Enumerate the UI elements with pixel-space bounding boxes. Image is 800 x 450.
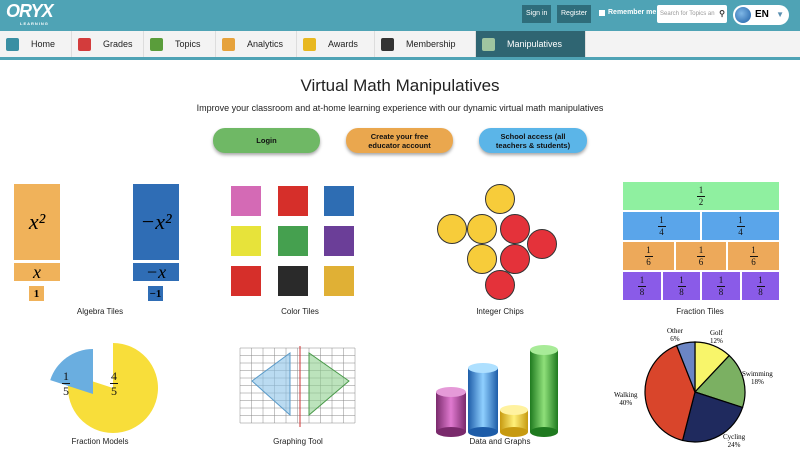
remember-checkbox[interactable] [599,9,605,16]
pie-label-swimming: Swimming 18% [742,370,773,386]
logo-text: ORYX [6,1,54,21]
tab-label: Membership [406,39,456,49]
negative-chip [500,214,530,244]
create-account-button[interactable]: Create your free educator account [346,128,453,153]
neg-x-tile: −x [133,262,179,282]
color-tile [324,226,354,256]
pie-label-cycling: Cycling 24% [723,433,746,449]
search-placeholder: Search for Topics an [660,11,715,17]
negative-chip [485,270,515,300]
pie-slice-walking [644,344,696,442]
tab-home[interactable]: Home [0,31,72,57]
tab-label: Home [31,39,56,49]
pie-label-other: Other 6% [667,327,683,343]
trophy-icon [303,37,316,51]
card-icon [381,37,394,51]
tab-label: Awards [328,39,358,49]
pie-label-golf: Golf 12% [710,329,723,345]
color-tile [278,266,308,296]
home-icon [6,37,19,51]
tab-grades[interactable]: Grades [72,31,144,57]
tab-label: Grades [103,39,133,49]
tab-manipulatives[interactable]: Manipulatives [476,31,586,57]
item-label[interactable]: Algebra Tiles [76,307,124,316]
cylinders-graphic [436,345,558,437]
school-access-button[interactable]: School access (all teachers & students) [479,128,587,153]
chevron-down-icon: ▼ [776,10,784,19]
negative-chip [527,229,557,259]
color-tile [324,186,354,216]
chart-icon [222,37,235,51]
item-label[interactable]: Integer Chips [476,307,524,316]
remember-me[interactable]: Remember me [599,9,656,16]
color-tile [231,186,261,216]
color-tile [278,186,308,216]
negative-chip [500,244,530,274]
page-subtitle: Improve your classroom and at-home learn… [196,103,604,113]
top-bar: ORYX LEARNING Sign in Register Remember m… [0,0,800,31]
register-button[interactable]: Register [557,5,592,23]
logo-subtext: LEARNING [20,21,49,26]
positive-chip [467,214,497,244]
logo[interactable]: ORYX LEARNING [6,1,54,27]
pie-slice-other [675,341,696,393]
tab-topics[interactable]: Topics [144,31,216,57]
nav-divider [0,57,800,60]
language-select[interactable]: EN ▼ [733,5,789,25]
coordinate-grid [239,346,356,427]
speech-bubble-icon [150,37,163,51]
pie-chart [644,341,746,443]
color-tile [324,266,354,296]
login-button[interactable]: Login [213,128,320,153]
main-nav: Home Grades Topics Analytics Awards Membershi… [0,31,800,57]
neg-one-tile: −1 [148,286,163,301]
page-title: Virtual Math Manipulatives [300,76,500,95]
tab-label: Manipulatives [507,39,563,49]
globe-icon [735,7,751,23]
item-label[interactable]: Graphing Tool [273,437,323,446]
positive-chip [437,214,467,244]
color-tile [231,266,261,296]
tab-label: Topics [175,39,201,49]
item-label[interactable]: Fraction Models [71,437,129,446]
tab-awards[interactable]: Awards [297,31,375,57]
language-value: EN [755,9,769,20]
fraction-circle [50,343,158,433]
book-icon [78,37,91,51]
search-input[interactable]: Search for Topics an ⚲ [657,5,727,23]
positive-chip [467,244,497,274]
one-tile: 1 [29,286,44,301]
neg-x-squared-tile: −x² [133,184,179,260]
pie-slice-swimming [693,354,746,409]
pie-label-walking: Walking 40% [614,391,638,407]
item-label[interactable]: Fraction Tiles [676,307,724,316]
color-tile [231,226,261,256]
sign-in-button[interactable]: Sign in [522,5,552,23]
item-label[interactable]: Color Tiles [281,307,319,316]
tab-membership[interactable]: Membership [375,31,476,57]
tab-label: Analytics [247,39,284,49]
color-tile [278,226,308,256]
remember-label: Remember me [608,9,657,16]
positive-chip [485,184,515,214]
x-tile: x [14,262,60,282]
item-label[interactable]: Data and Graphs [469,437,531,446]
manipulatives-icon [482,37,495,51]
tab-analytics[interactable]: Analytics [216,31,297,57]
x-squared-tile: x² [14,184,60,260]
search-icon[interactable]: ⚲ [719,9,725,18]
pie-slice-cycling [681,391,744,443]
